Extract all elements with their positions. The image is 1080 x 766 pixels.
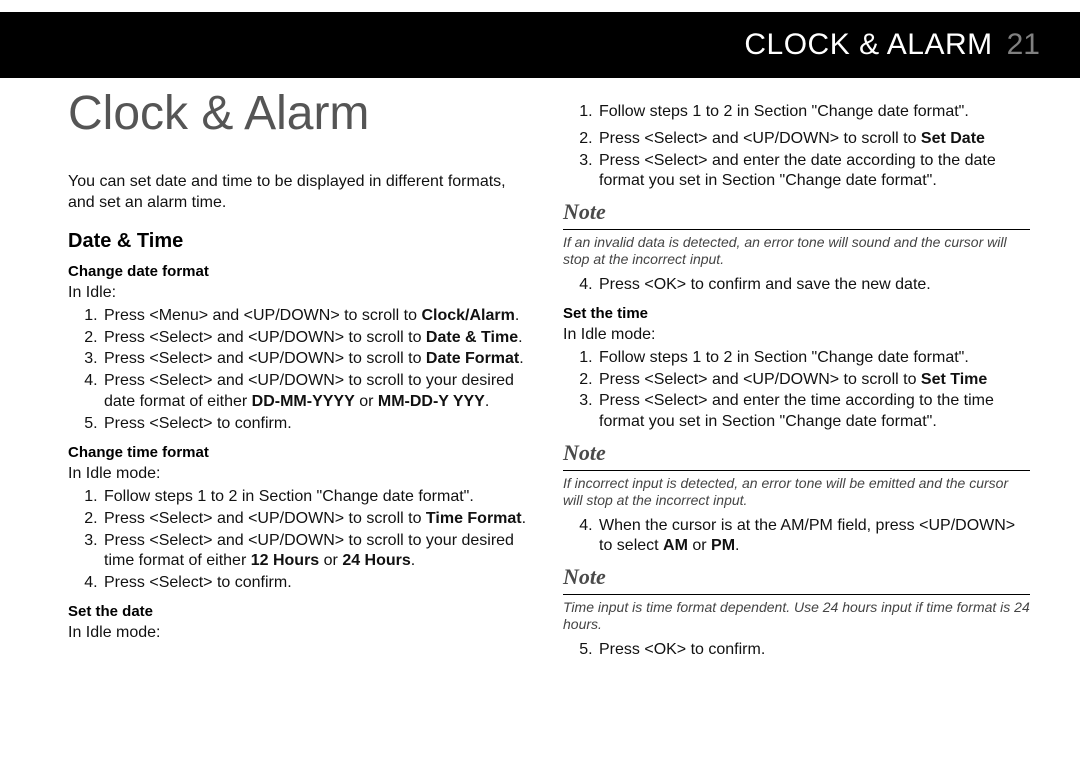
step-item: Follow steps 1 to 2 in Section "Change d… — [597, 348, 1030, 369]
note-body: Time input is time format dependent. Use… — [563, 599, 1030, 634]
steps-change-time-format: Follow steps 1 to 2 in Section "Change d… — [68, 487, 535, 594]
note-title: Note — [563, 563, 1030, 595]
steps-set-time-1: Follow steps 1 to 2 in Section "Change d… — [563, 348, 1030, 433]
steps-change-date-format: Press <Menu> and <UP/DOWN> to scroll to … — [68, 306, 535, 435]
steps-set-date-2: Press <Select> and <UP/DOWN> to scroll t… — [563, 129, 1030, 192]
h3-set-the-date: Set the date — [68, 602, 535, 622]
lead-set-the-date: In Idle mode: — [68, 623, 535, 644]
step-item: Press <Select> and <UP/DOWN> to scroll t… — [597, 370, 1030, 391]
note-body: If incorrect input is detected, an error… — [563, 475, 1030, 510]
step-item: Press <Select> and <UP/DOWN> to scroll t… — [102, 509, 535, 530]
step-item: Press <Select> and <UP/DOWN> to scroll t… — [102, 349, 535, 370]
step-item: Press <Select> and <UP/DOWN> to scroll t… — [597, 129, 1030, 150]
step-item: Press <Menu> and <UP/DOWN> to scroll to … — [102, 306, 535, 327]
note-set-date: Note If an invalid data is detected, an … — [563, 198, 1030, 269]
header-bar: CLOCK & ALARM 21 — [0, 12, 1080, 78]
step-item: Press <Select> and enter the time accord… — [597, 391, 1030, 433]
steps-set-time-3: Press <OK> to confirm. — [563, 640, 1030, 661]
h3-set-the-time: Set the time — [563, 304, 1030, 324]
lead-change-time-format: In Idle mode: — [68, 464, 535, 485]
header-label-wrap: CLOCK & ALARM 21 — [744, 12, 1040, 78]
steps-set-time-2: When the cursor is at the AM/PM field, p… — [563, 516, 1030, 558]
h3-change-time-format: Change time format — [68, 443, 535, 463]
step-item: Press <OK> to confirm and save the new d… — [597, 275, 1030, 296]
step-item: Press <Select> to confirm. — [102, 414, 535, 435]
steps-set-date-1: Follow steps 1 to 2 in Section "Change d… — [563, 102, 1030, 123]
note-title: Note — [563, 439, 1030, 471]
note-body: If an invalid data is detected, an error… — [563, 234, 1030, 269]
header-section-label: CLOCK & ALARM — [744, 28, 992, 62]
step-item: Press <OK> to confirm. — [597, 640, 1030, 661]
title-spacer — [68, 102, 535, 172]
h3-change-date-format: Change date format — [68, 262, 535, 282]
lead-change-date-format: In Idle: — [68, 283, 535, 304]
note-set-time-2: Note Time input is time format dependent… — [563, 563, 1030, 634]
step-item: When the cursor is at the AM/PM field, p… — [597, 516, 1030, 558]
step-item: Follow steps 1 to 2 in Section "Change d… — [597, 102, 1030, 123]
step-item: Follow steps 1 to 2 in Section "Change d… — [102, 487, 535, 508]
step-item: Press <Select> and <UP/DOWN> to scroll t… — [102, 531, 535, 573]
lead-set-the-time: In Idle mode: — [563, 325, 1030, 346]
intro-text: You can set date and time to be displaye… — [68, 172, 535, 214]
body-columns: You can set date and time to be displaye… — [68, 102, 1030, 748]
steps-set-date-3: Press <OK> to confirm and save the new d… — [563, 275, 1030, 296]
header-page-number: 21 — [1007, 28, 1040, 62]
step-item: Press <Select> and enter the date accord… — [597, 151, 1030, 193]
step-item: Press <Select> and <UP/DOWN> to scroll t… — [102, 371, 535, 413]
step-item: Press <Select> and <UP/DOWN> to scroll t… — [102, 328, 535, 349]
step-item: Press <Select> to confirm. — [102, 573, 535, 594]
h2-date-time: Date & Time — [68, 228, 535, 254]
note-set-time-1: Note If incorrect input is detected, an … — [563, 439, 1030, 510]
note-title: Note — [563, 198, 1030, 230]
